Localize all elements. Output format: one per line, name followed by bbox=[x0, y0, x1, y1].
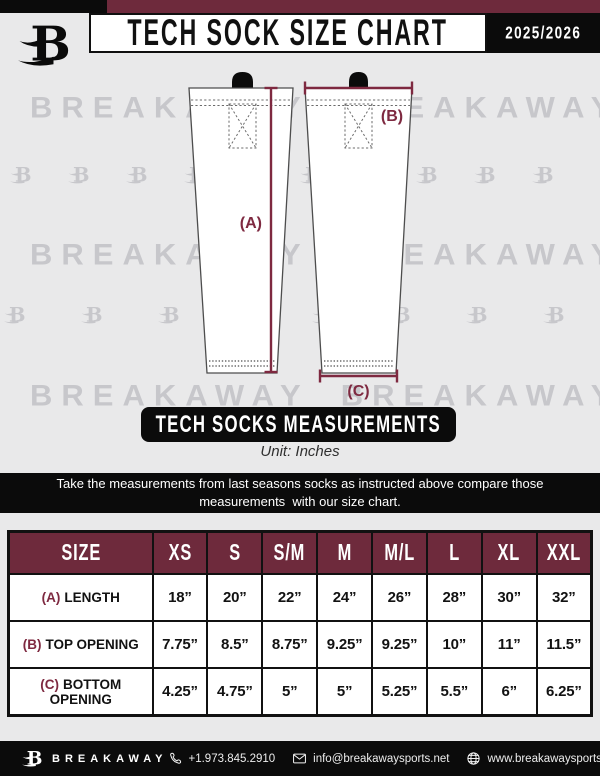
footer-website-url: www.breakawaysports.net bbox=[487, 752, 600, 765]
measure-label-c: (C) bbox=[347, 383, 369, 400]
table-row-bottom-opening: (C) BOTTOM OPENING 4.25” 4.75” 5” 5” 5.25… bbox=[7, 667, 593, 717]
measure-label-b: (B) bbox=[381, 108, 403, 125]
cell-bottom-ml: 5.25” bbox=[371, 667, 428, 717]
sock-measurement-diagram: (A) (B) (C) bbox=[188, 72, 414, 400]
table-row-length: (A) LENGTH 18” 20” 22” 24” 26” 28” 30” 32… bbox=[7, 573, 593, 622]
cell-top-m: 9.25” bbox=[316, 620, 373, 669]
cell-length-xs: 18” bbox=[151, 573, 209, 622]
season-label: 2025/2026 bbox=[505, 23, 582, 43]
page-title: TECH SOCK SIZE CHART bbox=[127, 11, 449, 54]
instruction-bar: Take the measurements from last seasons … bbox=[0, 473, 600, 513]
col-header-xl: XL bbox=[480, 530, 538, 575]
sock-back-body bbox=[304, 87, 413, 374]
cell-bottom-xs: 4.25” bbox=[151, 667, 209, 717]
row-label-top-opening: (B) TOP OPENING bbox=[7, 620, 154, 669]
sock-front: (A) bbox=[188, 72, 294, 374]
globe-icon bbox=[467, 752, 481, 765]
cell-bottom-s: 4.75” bbox=[206, 667, 264, 717]
footer-brand: BREAKAWAY bbox=[22, 746, 168, 771]
sock-back: (B) (C) bbox=[303, 72, 414, 400]
cell-top-s: 8.5” bbox=[206, 620, 264, 669]
cell-bottom-l: 5.5” bbox=[425, 667, 483, 717]
cell-length-m: 24” bbox=[316, 573, 373, 622]
page-title-box: TECH SOCK SIZE CHART bbox=[89, 11, 487, 54]
cell-top-sm: 8.75” bbox=[261, 620, 319, 669]
measure-label-a: (A) bbox=[240, 215, 262, 232]
measurements-banner-title: TECH SOCKS MEASUREMENTS bbox=[155, 410, 442, 438]
col-header-sm: S/M bbox=[261, 530, 319, 575]
footer-website: www.breakawaysports.net bbox=[466, 751, 600, 766]
footer-brand-name: BREAKAWAY bbox=[52, 752, 168, 765]
cell-top-xs: 7.75” bbox=[151, 620, 209, 669]
envelope-icon bbox=[293, 753, 307, 764]
col-header-s: S bbox=[206, 530, 264, 575]
cell-bottom-xxl: 6.25” bbox=[535, 667, 593, 717]
cell-top-xl: 11” bbox=[480, 620, 538, 669]
footer-phone: +1.973.845.2910 bbox=[168, 751, 276, 766]
table-row-top-opening: (B) TOP OPENING 7.75” 8.5” 8.75” 9.25” 9.… bbox=[7, 620, 593, 669]
unit-note: Unit: Inches bbox=[260, 443, 340, 460]
col-header-xs: XS bbox=[151, 530, 209, 575]
instruction-line-2: measurements with our size chart. bbox=[199, 494, 401, 509]
cell-bottom-sm: 5” bbox=[261, 667, 319, 717]
col-header-size: SIZE bbox=[7, 530, 154, 575]
col-header-l: L bbox=[425, 530, 483, 575]
footer-phone-number: +1.973.845.2910 bbox=[188, 752, 276, 765]
size-chart-table: SIZE XS S S/M M M/L L XL XXL (A) LENGTH 1… bbox=[7, 530, 593, 717]
cell-top-xxl: 11.5” bbox=[535, 620, 593, 669]
sock-tab bbox=[232, 72, 253, 91]
measurements-banner: TECH SOCKS MEASUREMENTS bbox=[141, 407, 456, 442]
stitch-box-x bbox=[228, 103, 257, 149]
footer-bar: BREAKAWAY +1.973.845.2910 info@breakaway… bbox=[0, 741, 600, 776]
footer-email-address: info@breakawaysports.net bbox=[313, 752, 450, 765]
season-badge: 2025/2026 bbox=[487, 13, 600, 53]
phone-icon bbox=[169, 752, 181, 764]
col-header-ml: M/L bbox=[371, 530, 428, 575]
cell-bottom-xl: 6” bbox=[480, 667, 538, 717]
breakaway-logo-icon bbox=[22, 746, 43, 771]
cell-length-xxl: 32” bbox=[535, 573, 593, 622]
header-strip-black bbox=[0, 0, 107, 13]
cell-top-ml: 9.25” bbox=[371, 620, 428, 669]
instruction-line-1: Take the measurements from last seasons … bbox=[56, 476, 544, 491]
header-strip-maroon bbox=[107, 0, 600, 13]
cell-length-l: 28” bbox=[425, 573, 483, 622]
breakaway-logo-icon bbox=[18, 12, 72, 78]
cell-length-ml: 26” bbox=[371, 573, 428, 622]
cell-length-xl: 30” bbox=[480, 573, 538, 622]
cell-length-sm: 22” bbox=[261, 573, 319, 622]
size-chart-header-row: SIZE XS S S/M M M/L L XL XXL bbox=[7, 530, 593, 575]
cell-length-s: 20” bbox=[206, 573, 264, 622]
row-label-bottom-opening: (C) BOTTOM OPENING bbox=[7, 667, 154, 717]
watermark-wordmark: BREAKAWAY BREAKAWAY BREAKAWAY bbox=[30, 378, 600, 413]
row-label-length: (A) LENGTH bbox=[7, 573, 154, 622]
col-header-xxl: XXL bbox=[535, 530, 593, 575]
cell-top-l: 10” bbox=[425, 620, 483, 669]
sock-tab bbox=[349, 72, 368, 91]
stitch-box-x bbox=[344, 103, 373, 149]
footer-email: info@breakawaysports.net bbox=[292, 751, 449, 766]
cell-bottom-m: 5” bbox=[316, 667, 373, 717]
col-header-m: M bbox=[316, 530, 373, 575]
